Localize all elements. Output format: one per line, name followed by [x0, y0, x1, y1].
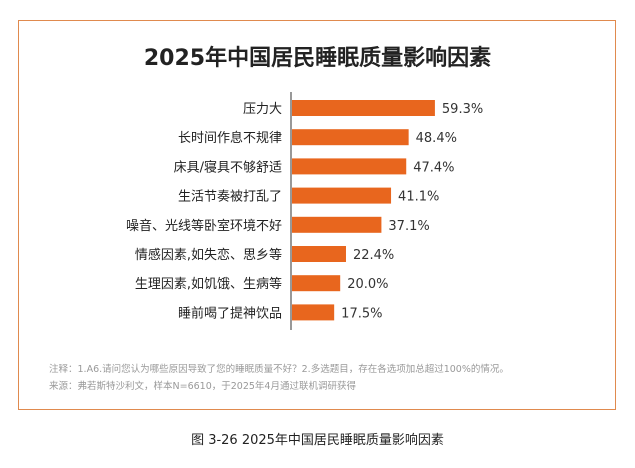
figure-caption: 图 3-26 2025年中国居民睡眠质量影响因素: [191, 433, 444, 448]
category-label: 生活节奏被打乱了: [178, 190, 282, 205]
value-label: 41.1%: [398, 190, 439, 205]
bar: [292, 158, 407, 175]
bar: [292, 216, 382, 233]
category-label: 睡前喝了提神饮品: [178, 305, 282, 321]
chart-title: 2025年中国居民睡眠质量影响因素: [143, 46, 492, 71]
category-label: 生理因素,如饥饿、生病等: [135, 276, 282, 292]
bar: [292, 129, 409, 146]
value-label: 47.4%: [413, 160, 454, 175]
category-label: 噪音、光线等卧室环境不好: [126, 218, 282, 234]
value-label: 20.0%: [347, 277, 388, 292]
chart-note: 注释：1.A6.请问您认为哪些原因导致了您的睡眠质量不好？2.多选题目，存在各选…: [49, 364, 509, 375]
category-label: 压力大: [243, 102, 282, 117]
value-label: 17.5%: [341, 306, 382, 321]
value-label: 37.1%: [388, 219, 429, 234]
category-label: 长时间作息不规律: [178, 130, 282, 146]
bar: [292, 100, 435, 116]
category-label: 床具/寝具不够舒适: [174, 159, 282, 175]
bar: [292, 246, 346, 262]
chart-source: 来源：弗若斯特沙利文，样本N=6610，于2025年4月通过联机调研获得: [49, 381, 356, 392]
bar: [292, 275, 341, 292]
category-label: 情感因素,如失恋、思乡等: [135, 247, 282, 263]
value-label: 22.4%: [353, 248, 394, 263]
chart-frame: [18, 20, 616, 410]
bar: [292, 304, 335, 321]
value-label: 59.3%: [442, 102, 483, 117]
bar: [292, 187, 392, 204]
value-label: 48.4%: [416, 131, 457, 146]
